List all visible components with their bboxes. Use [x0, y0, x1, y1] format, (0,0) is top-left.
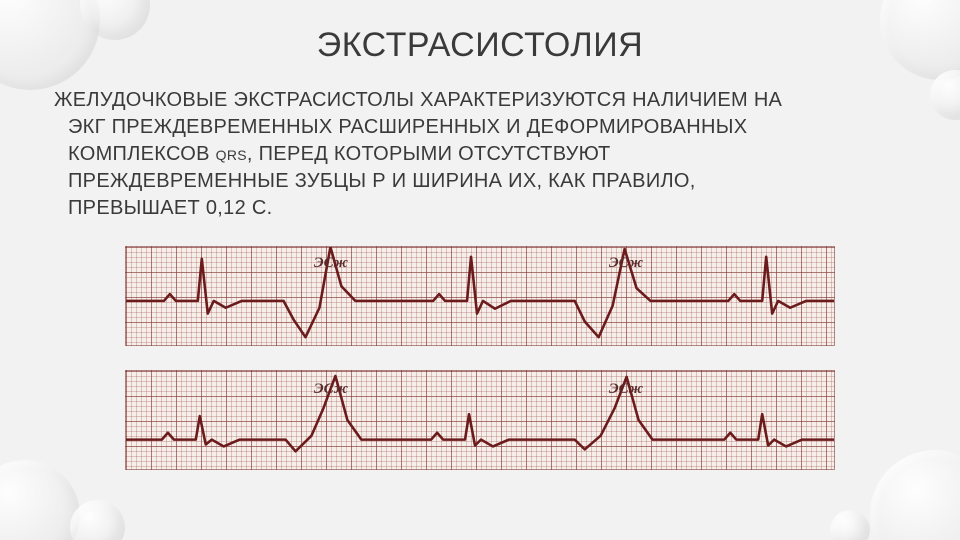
ecg-container: ЭСж ЭСж ЭСж ЭСж [125, 246, 835, 470]
ecg-pvc-label: ЭСж [314, 255, 348, 272]
body-text: ЖЕЛУДОЧКОВЫЕ ЭКСТРАСИСТОЛЫ ХАРАКТЕРИЗУЮТ… [54, 87, 906, 222]
ecg-pvc-label: ЭСж [314, 381, 348, 398]
body-line-5: ПРЕВЫШАЕТ 0,12 С. [68, 197, 272, 219]
body-line-4: ПРЕЖДЕВРЕМЕННЫЕ ЗУБЦЫ Р И ШИРИНА ИХ, КАК… [68, 170, 696, 192]
body-qrs: QRS [216, 147, 247, 163]
body-line-3b: , ПЕРЕД КОТОРЫМИ ОТСУТСТВУЮТ [247, 143, 611, 165]
ecg-pvc-label: ЭСж [609, 255, 643, 272]
ecg-pvc-label: ЭСж [609, 381, 643, 398]
ecg-strip: ЭСж ЭСж [125, 370, 835, 470]
body-line-2: ЭКГ ПРЕЖДЕВРЕМЕННЫХ РАСШИРЕННЫХ И ДЕФОРМ… [68, 116, 747, 138]
ecg-strip: ЭСж ЭСж [125, 246, 835, 346]
slide: ЭКСТРАСИСТОЛИЯ ЖЕЛУДОЧКОВЫЕ ЭКСТРАСИСТОЛ… [0, 0, 960, 540]
body-line-3a: КОМПЛЕКСОВ [68, 143, 216, 165]
body-line-1: ЖЕЛУДОЧКОВЫЕ ЭКСТРАСИСТОЛЫ ХАРАКТЕРИЗУЮТ… [54, 89, 782, 111]
slide-title: ЭКСТРАСИСТОЛИЯ [54, 26, 906, 65]
